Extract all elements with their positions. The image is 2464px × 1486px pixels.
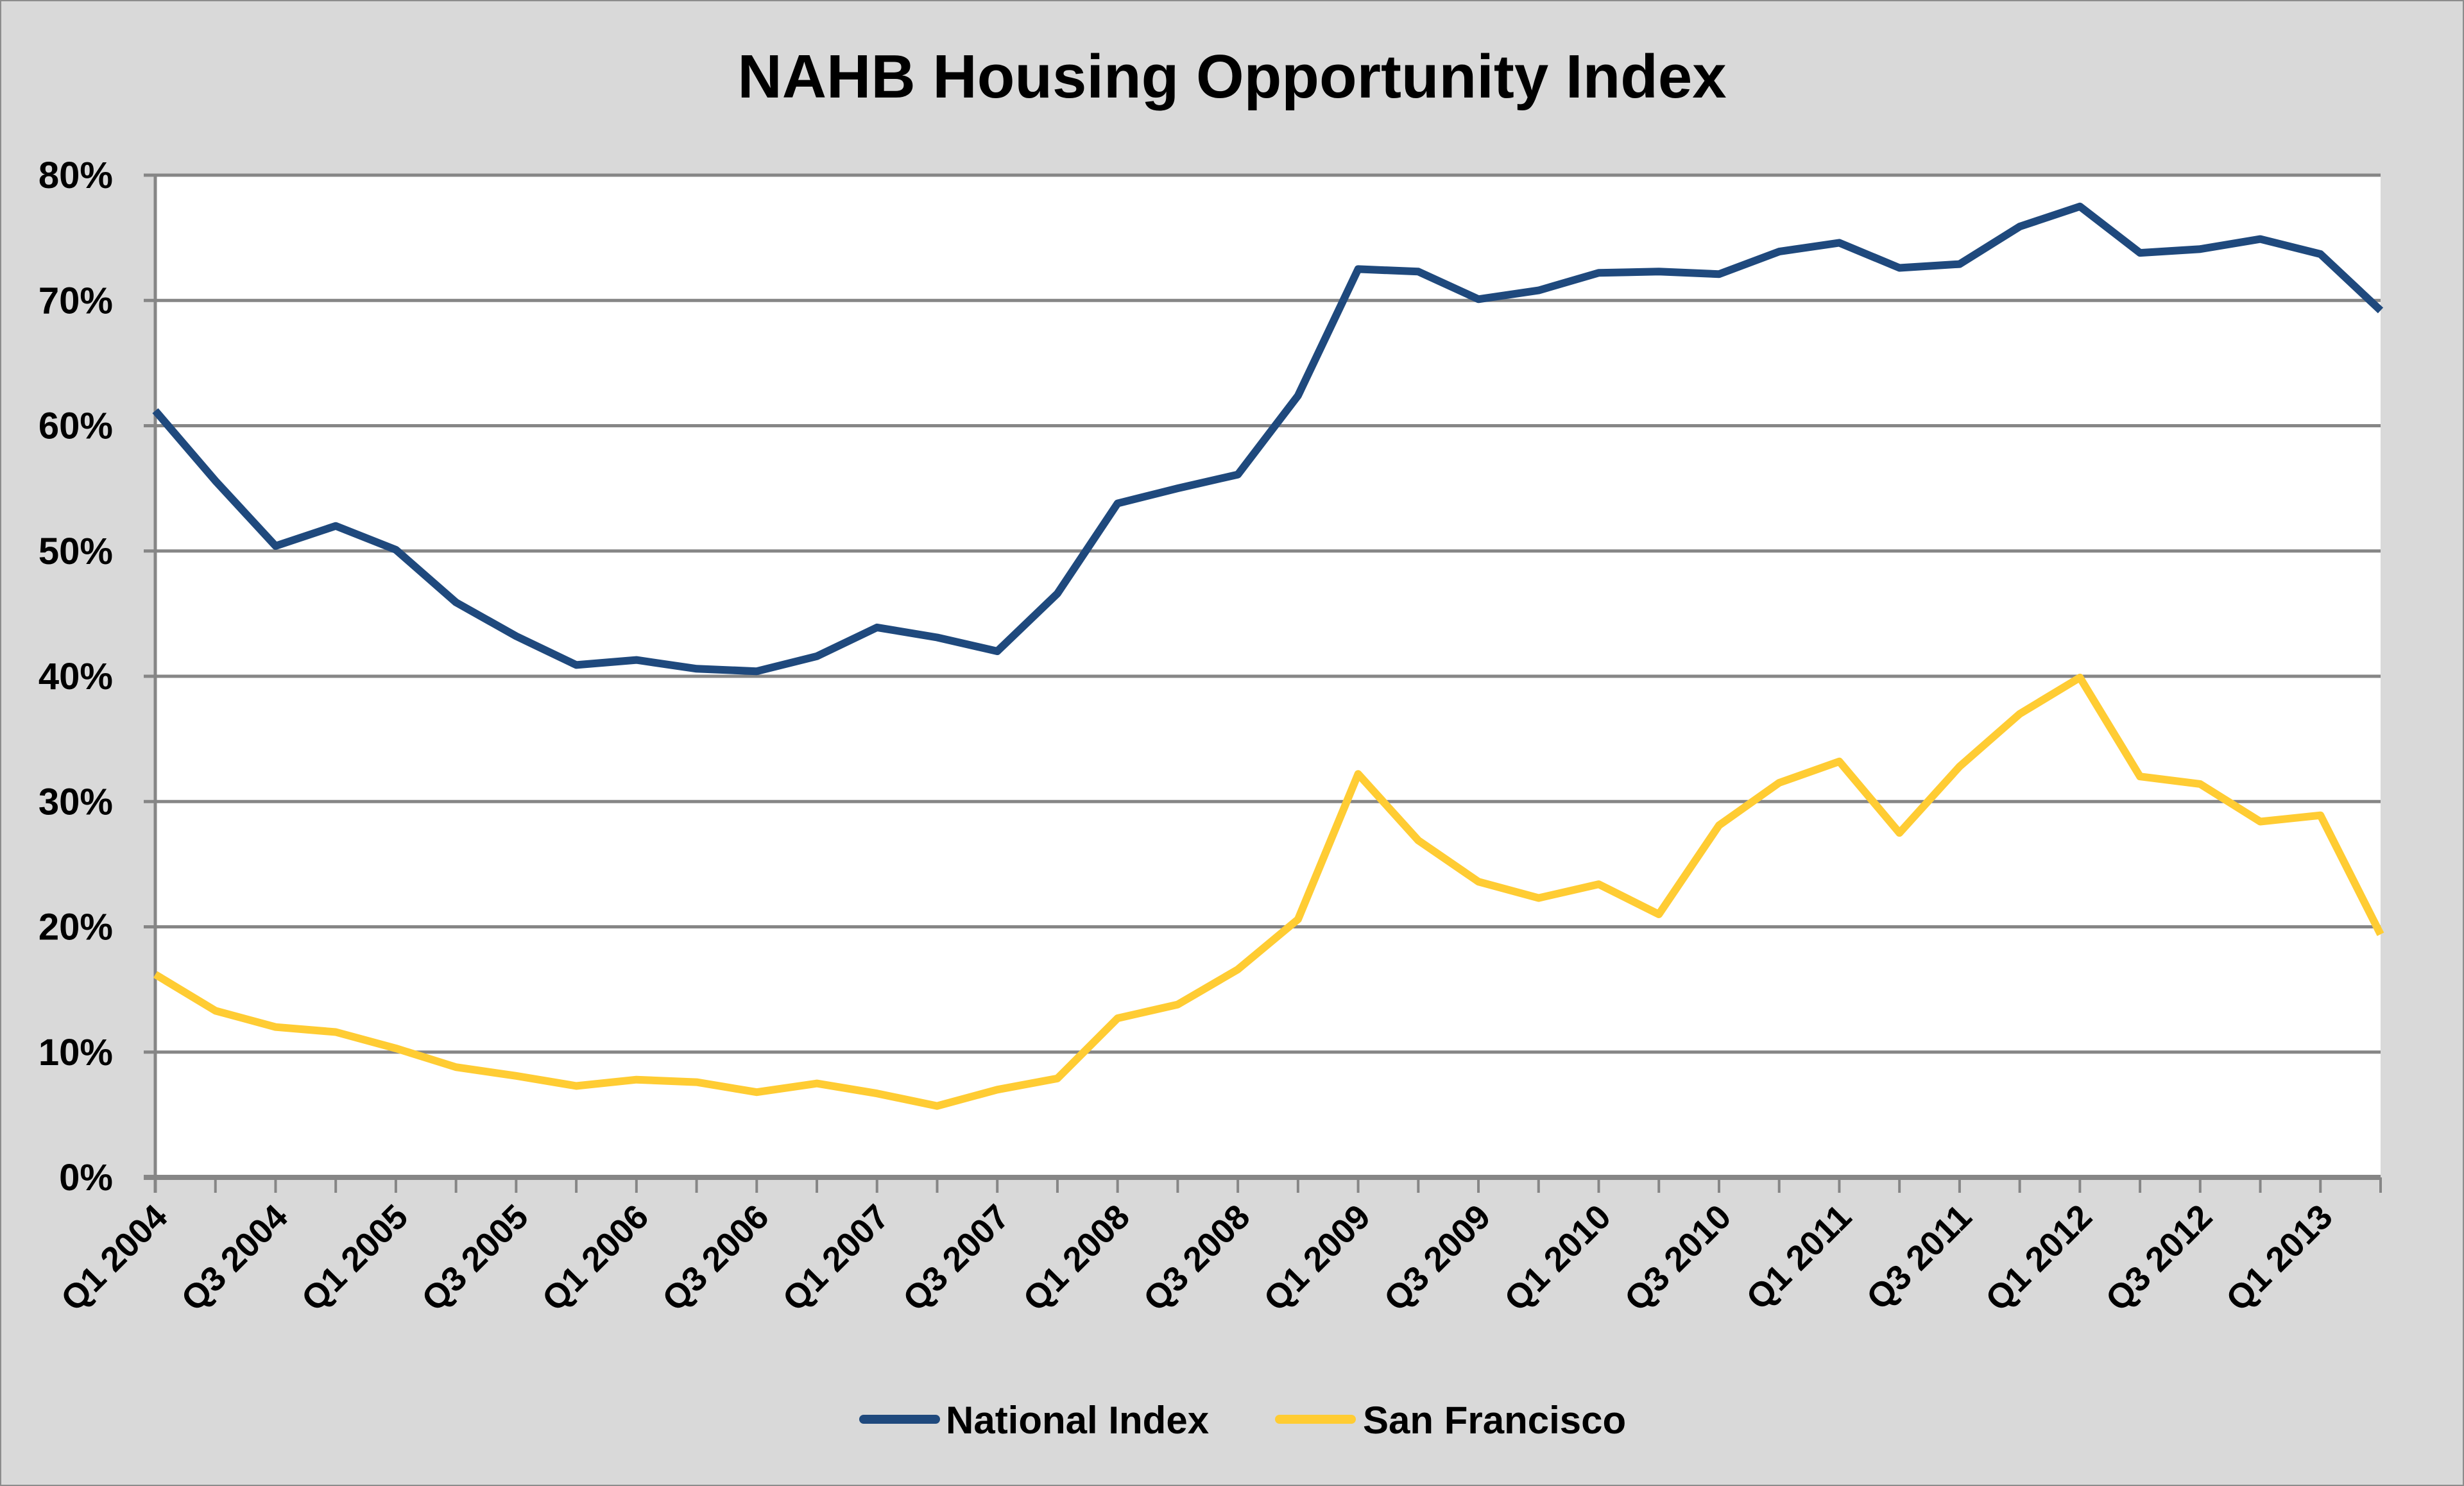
y-tick-label: 60% [38,406,113,447]
x-tick-label: Q3 2010 [1618,1197,1739,1319]
y-tick-label: 70% [38,280,113,321]
x-tick-label: Q1 2012 [1978,1197,2100,1319]
x-tick-label: Q1 2007 [775,1197,896,1319]
x-tick-label: Q1 2010 [1497,1197,1618,1319]
y-tick-label: 10% [38,1032,113,1073]
x-tick-label: Q1 2008 [1016,1197,1137,1319]
series-line-san-francisco [153,674,2384,1110]
x-tick-label: Q3 2011 [1860,1197,1980,1317]
x-tick-label: Q1 2005 [294,1197,415,1319]
y-tick-label: 0% [59,1157,113,1199]
x-tick-label: Q1 2006 [535,1197,656,1319]
x-tick-label: Q1 2011 [1739,1197,1859,1317]
x-tick-label: Q3 2009 [1377,1197,1498,1319]
x-tick-label: Q1 2004 [54,1197,175,1319]
legend-label-san-francisco: San Francisco [1363,1399,1626,1442]
x-tick-label: Q3 2004 [174,1197,295,1319]
y-tick-label: 80% [38,155,113,196]
series-line-national-index [152,202,2384,676]
chart-title: NAHB Housing Opportunity Index [737,42,1726,111]
y-tick-label: 20% [38,907,113,948]
x-tick-label: Q1 2013 [2219,1197,2340,1319]
legend: National Index San Francisco [859,1399,1626,1442]
y-tick-label: 50% [38,531,113,572]
series-lines [152,202,2384,1110]
x-tick-label: Q1 2009 [1256,1197,1378,1319]
x-tick-label: Q3 2005 [415,1197,536,1319]
y-tick-label: 40% [38,656,113,697]
legend-label-national-index: National Index [946,1399,1209,1442]
y-tick-label: 30% [38,781,113,823]
x-tick-label: Q3 2012 [2098,1197,2220,1319]
gridlines [144,173,2381,1193]
x-tick-label: Q3 2008 [1136,1197,1258,1319]
x-tick-label: Q3 2007 [896,1197,1017,1319]
y-axis: 0% 10% 20% 30% 40% 50% 60% 70% 80% [38,155,113,1199]
x-tick-label: Q3 2006 [655,1197,776,1319]
